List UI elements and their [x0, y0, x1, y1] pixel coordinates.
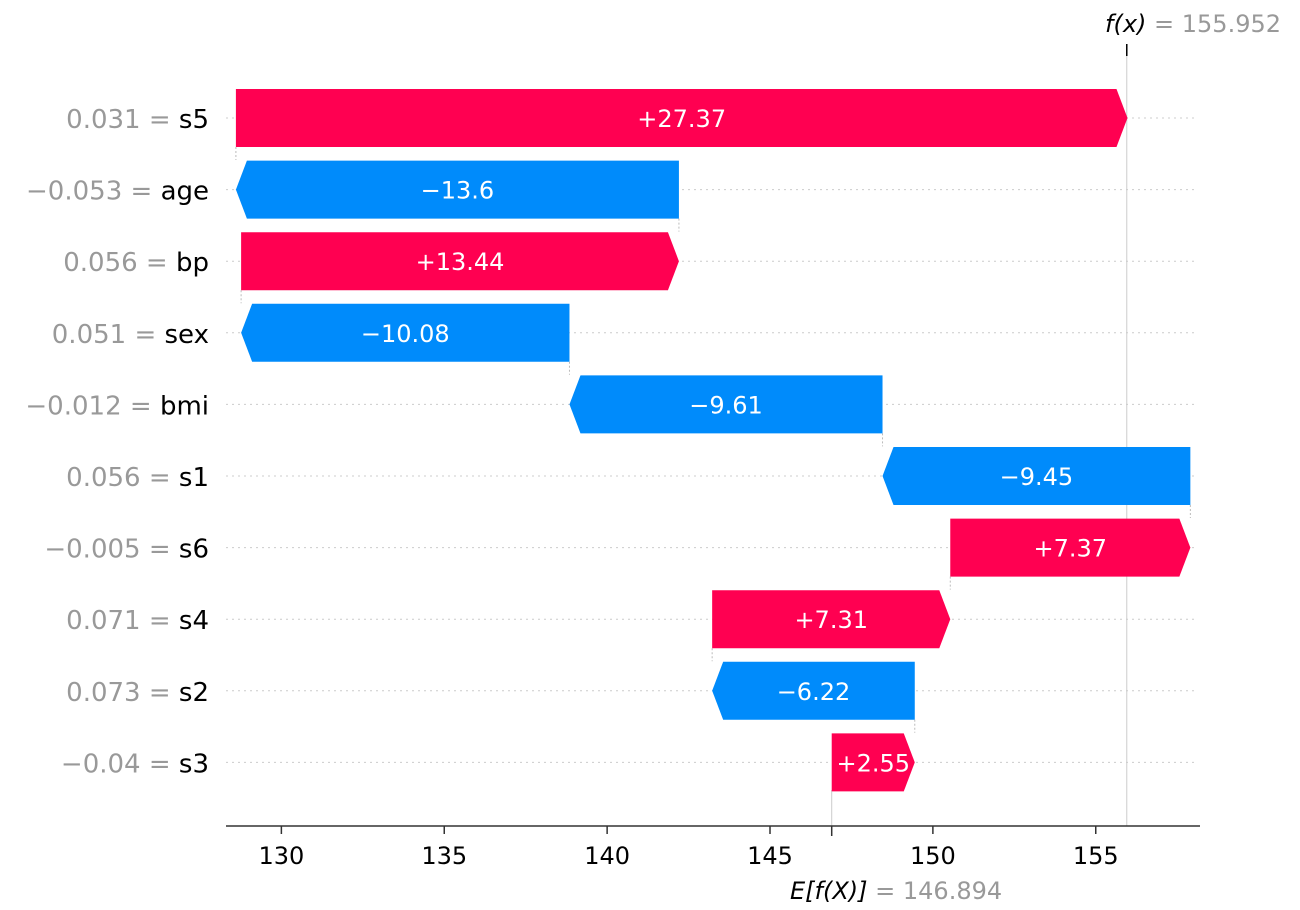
efx-sep: =	[868, 877, 903, 905]
bar-label-s3: +2.55	[836, 749, 910, 777]
feature-value: 0.071 =	[66, 606, 179, 636]
bar-label-s4: +7.31	[794, 606, 868, 634]
feature-name: bmi	[160, 391, 209, 421]
bar-s4	[712, 590, 951, 649]
fx-value: 155.952	[1182, 10, 1281, 38]
bar-s6	[950, 518, 1191, 577]
feature-label-s6: −0.005 = s6	[44, 535, 209, 565]
feature-name: bp	[176, 248, 209, 278]
bar-s1	[882, 447, 1191, 505]
x-tick-label: 140	[584, 842, 630, 870]
bar-label-bmi: −9.61	[689, 391, 763, 419]
bars-layer: +27.37 −13.6 +13.44 −10.08 −9.61 −9.45 +7.37 +7…	[235, 89, 1191, 792]
bar-bmi	[569, 375, 883, 434]
feature-name: s3	[179, 749, 209, 779]
feature-label-s5: 0.031 = s5	[66, 105, 209, 135]
feature-label-s1: 0.056 = s1	[66, 463, 209, 493]
bar-label-s5: +27.37	[637, 105, 726, 133]
feature-label-s3: −0.04 = s3	[61, 749, 209, 779]
feature-label-sex: 0.051 = sex	[52, 320, 209, 350]
fx-label: f(x)	[1105, 10, 1146, 38]
feature-name: s2	[179, 678, 209, 708]
efx-label: E[f(X)]	[790, 877, 868, 905]
feature-value: 0.031 =	[66, 105, 179, 135]
bar-label-age: −13.6	[421, 177, 495, 205]
x-tick-label: 145	[747, 842, 793, 870]
feature-name: age	[161, 177, 209, 207]
feature-value: −0.04 =	[61, 749, 179, 779]
bar-sex	[241, 303, 570, 362]
feature-label-bmi: −0.012 = bmi	[25, 391, 209, 421]
bar-label-bp: +13.44	[416, 248, 505, 276]
feature-name: s4	[179, 606, 209, 636]
x-tick-label: 155	[1073, 842, 1119, 870]
feature-label-bp: 0.056 = bp	[63, 248, 209, 278]
feature-value: 0.056 =	[63, 248, 176, 278]
bar-label-s1: −9.45	[1000, 463, 1074, 491]
bar-s3	[831, 733, 915, 792]
bar-s2	[712, 661, 915, 720]
feature-value: 0.056 =	[66, 463, 179, 493]
bar-label-s6: +7.37	[1034, 535, 1108, 563]
bar-label-sex: −10.08	[361, 320, 450, 348]
feature-value: −0.053 =	[26, 177, 161, 207]
feature-name: s5	[179, 105, 209, 135]
feature-name: s1	[179, 463, 209, 493]
feature-value: −0.005 =	[44, 535, 179, 565]
feature-value: −0.012 =	[25, 391, 160, 421]
feature-label-s2: 0.073 = s2	[66, 678, 209, 708]
x-tick-label: 130	[258, 842, 304, 870]
bar-age	[235, 160, 679, 219]
x-tick-label: 135	[421, 842, 467, 870]
efx-annotation: E[f(X)] = 146.894	[790, 877, 1002, 905]
feature-value: 0.073 =	[66, 678, 179, 708]
fx-annotation: f(x) = 155.952	[1105, 10, 1281, 38]
x-axis: 130 135 140 145 150 155	[226, 825, 1200, 870]
feature-name: sex	[165, 320, 209, 350]
feature-label-age: −0.053 = age	[26, 177, 209, 207]
x-tick-label: 150	[910, 842, 956, 870]
bar-bp	[241, 232, 679, 291]
bar-s5	[235, 89, 1128, 147]
efx-value: 146.894	[903, 877, 1002, 905]
feature-name: s6	[179, 535, 209, 565]
feature-value: 0.051 =	[52, 320, 165, 350]
feature-labels: 0.031 = s5 −0.053 = age 0.056 = bp 0.051 = …	[25, 105, 209, 779]
fx-sep: =	[1146, 10, 1181, 38]
feature-label-s4: 0.071 = s4	[66, 606, 209, 636]
bar-label-s2: −6.22	[777, 678, 851, 706]
